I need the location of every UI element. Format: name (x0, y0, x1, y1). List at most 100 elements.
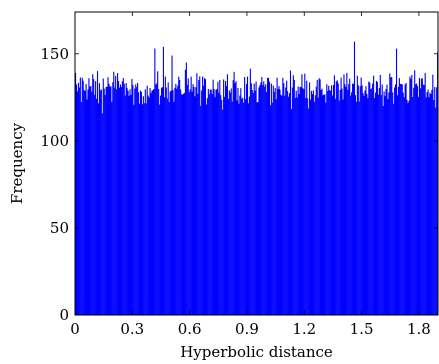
histogram-bar (395, 84, 397, 315)
histogram-bar (203, 78, 206, 315)
histogram-bar (134, 88, 136, 315)
histogram-bar (271, 102, 273, 315)
histogram-bar (335, 81, 337, 315)
histogram-bar (357, 85, 359, 315)
histogram-bar (435, 107, 437, 315)
histogram-bar (420, 78, 422, 315)
x-axis-label: Hyperbolic distance (180, 343, 333, 361)
histogram-bar (223, 79, 225, 315)
y-tick-label: 150 (40, 45, 69, 63)
histogram-bar (244, 77, 246, 315)
histogram-bar (315, 86, 317, 316)
x-tick-label: 0 (70, 320, 80, 338)
histogram-bar (144, 89, 146, 315)
histogram-bar (318, 78, 320, 315)
histogram-bar (213, 89, 215, 315)
histogram-bar (242, 97, 244, 315)
histogram-bar (197, 93, 199, 315)
histogram-bar (206, 98, 208, 315)
histogram-bar (398, 78, 400, 315)
histogram-bar (424, 72, 426, 315)
histogram-bar (406, 99, 408, 315)
histogram-bar (129, 89, 131, 315)
histogram-bar (331, 85, 333, 315)
histogram-bar (94, 94, 96, 316)
histogram-bar (171, 55, 173, 315)
histogram-bar (410, 78, 412, 315)
histogram-bar (229, 92, 231, 315)
histogram-bar (234, 83, 236, 315)
histogram-bar (187, 78, 189, 316)
histogram-bar (369, 82, 371, 315)
histogram-bar (222, 109, 224, 315)
histogram-bar (80, 101, 82, 316)
histogram-bar (378, 87, 380, 315)
histogram-bar (201, 90, 203, 315)
histogram-bar (79, 77, 81, 315)
histogram-bar (314, 95, 316, 315)
histogram-bar (165, 87, 167, 315)
histogram-bar (413, 87, 415, 316)
histogram-bar (118, 87, 121, 315)
x-axis-ticks: 0 0.3 0.6 0.9 1.2 1.5 1.8 (70, 12, 431, 338)
histogram-bar (332, 84, 335, 315)
histogram-bar (204, 79, 207, 316)
histogram-bar (297, 86, 299, 315)
histogram-bar (295, 90, 297, 315)
histogram-bar (356, 75, 358, 316)
histogram-bar (359, 86, 361, 315)
histogram-bar (288, 93, 291, 315)
histogram-bar (343, 74, 345, 315)
y-axis-ticks: 0 50 100 150 (40, 45, 438, 324)
histogram-bar (325, 102, 327, 316)
histogram-bar (390, 77, 392, 315)
histogram-bar (189, 89, 191, 315)
histogram-bar (224, 96, 226, 315)
histogram-bars (75, 41, 439, 316)
histogram-bar (131, 78, 133, 316)
histogram-bar (262, 85, 264, 316)
histogram-bar (198, 80, 200, 315)
histogram-bar (81, 77, 83, 316)
histogram-bar (366, 93, 368, 315)
histogram-bar (86, 99, 88, 315)
histogram-bar (195, 87, 197, 316)
histogram-bar (336, 80, 338, 315)
histogram-bar (319, 79, 321, 315)
histogram-bar (188, 92, 190, 315)
histogram-bar (387, 99, 389, 315)
histogram-bar (99, 90, 101, 315)
histogram-bar (254, 90, 256, 315)
histogram-bar (367, 98, 369, 316)
histogram-bar (232, 80, 234, 316)
y-tick-label: 50 (50, 219, 69, 237)
histogram-bar (93, 79, 95, 316)
histogram-bar (248, 96, 250, 315)
histogram-bar (89, 86, 91, 315)
histogram-bar (102, 78, 104, 316)
histogram-bar (245, 99, 247, 315)
histogram-bar (384, 96, 386, 315)
histogram-bar (280, 94, 282, 315)
x-tick-label: 0.3 (120, 320, 144, 338)
histogram-bar (241, 98, 243, 315)
histogram-bar (219, 80, 221, 316)
histogram-bar (305, 98, 307, 315)
histogram-bar (308, 108, 310, 315)
histogram-bar (285, 87, 287, 315)
histogram-bar (433, 100, 435, 315)
histogram-bar (179, 79, 181, 315)
histogram-bar (381, 84, 383, 315)
histogram-bar (199, 76, 201, 316)
histogram-bar (235, 81, 237, 315)
histogram-bar (363, 95, 365, 315)
histogram-bar (181, 94, 183, 315)
histogram-bar (183, 92, 186, 315)
histogram-bar (426, 92, 428, 315)
histogram-bar (349, 78, 351, 315)
histogram-bar (331, 95, 334, 315)
histogram-bar (274, 87, 276, 315)
histogram-bar (334, 98, 336, 315)
histogram-bar (380, 94, 382, 315)
histogram-bar (176, 88, 178, 315)
